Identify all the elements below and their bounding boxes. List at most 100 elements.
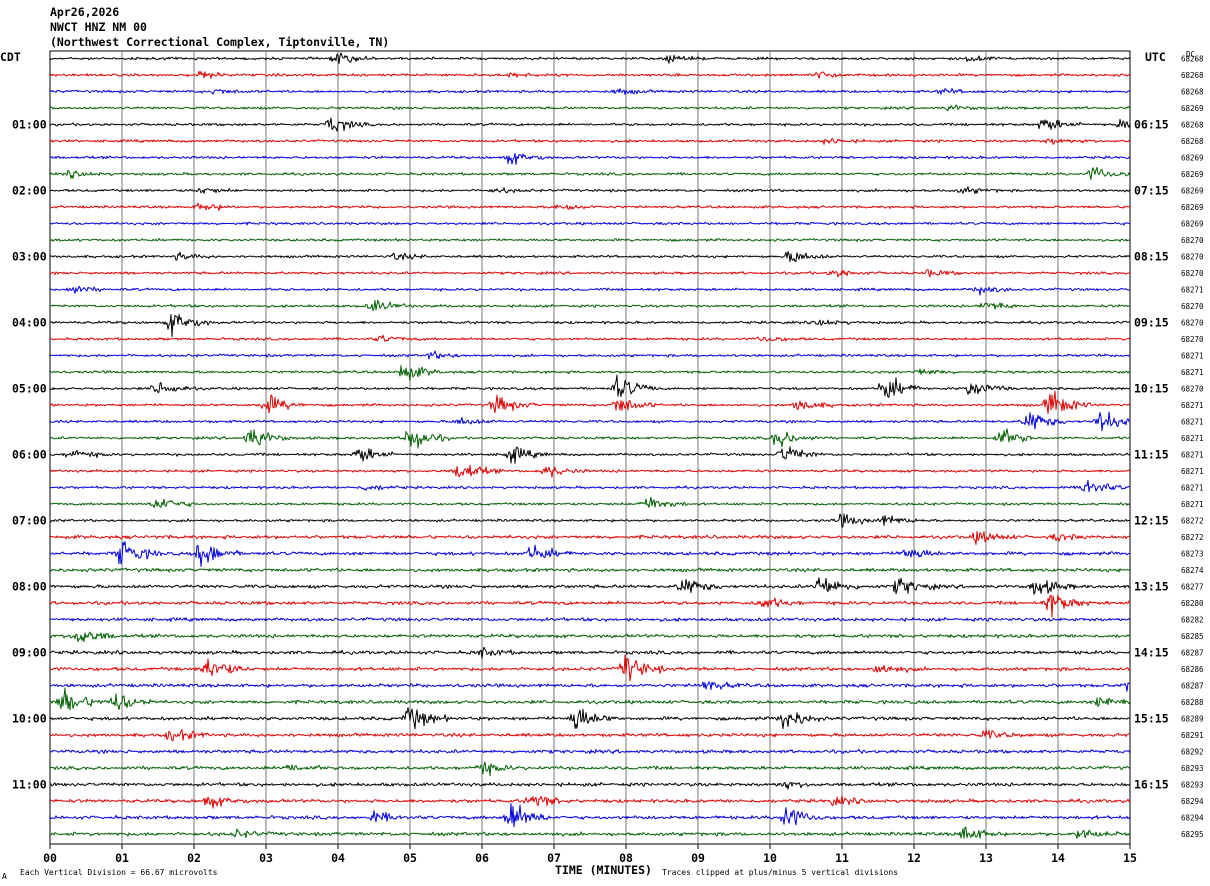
x-tick-label: 11 bbox=[835, 851, 849, 865]
trace-line bbox=[49, 221, 1131, 226]
trace-line bbox=[49, 285, 1130, 296]
chart-location: (Northwest Correctional Complex, Tiptonv… bbox=[50, 35, 389, 49]
trace-line bbox=[49, 167, 1131, 180]
trace-line bbox=[49, 728, 1131, 742]
trace-line bbox=[49, 446, 1131, 464]
dc-offset-label: 68270 bbox=[1181, 236, 1204, 245]
dc-offset-label: 68280 bbox=[1181, 599, 1204, 608]
x-tick-label: 10 bbox=[763, 851, 777, 865]
dc-offset-label: 68286 bbox=[1181, 665, 1204, 674]
trace-line bbox=[49, 795, 1131, 809]
x-tick-label: 13 bbox=[979, 851, 993, 865]
clip-note: Traces clipped at plus/minus 5 vertical … bbox=[662, 868, 898, 877]
trace-line bbox=[49, 428, 1131, 449]
trace-line bbox=[49, 374, 1131, 398]
x-tick-label: 03 bbox=[259, 851, 273, 865]
trace-line bbox=[49, 479, 1131, 493]
trace-line bbox=[49, 567, 1131, 573]
dc-offset-labels: 68268 68268 68268 68269 68268 68268 68269 68269… bbox=[1181, 55, 1204, 840]
left-hour-label: 02:00 bbox=[12, 184, 47, 198]
trace-line bbox=[49, 594, 1131, 618]
dc-offset-label: 68269 bbox=[1181, 104, 1204, 113]
dc-offset-label: 68270 bbox=[1181, 269, 1204, 278]
division-note: Each Vertical Division = 66.67 microvolt… bbox=[20, 868, 218, 877]
trace-line bbox=[49, 530, 1131, 546]
dc-offset-label: 68287 bbox=[1181, 682, 1204, 691]
trace-line bbox=[49, 237, 1131, 242]
left-hour-label: 11:00 bbox=[12, 778, 47, 792]
x-tick-label: 05 bbox=[403, 851, 417, 865]
dc-offset-label: 68268 bbox=[1181, 88, 1204, 97]
right-hour-label: 16:15 bbox=[1134, 778, 1169, 792]
trace-line bbox=[49, 299, 1131, 312]
dc-offset-label: 68271 bbox=[1181, 286, 1204, 295]
x-tick-label: 07 bbox=[547, 851, 561, 865]
dc-offset-label: 68271 bbox=[1181, 434, 1204, 443]
left-hour-label: 03:00 bbox=[12, 250, 47, 264]
chart-station: NWCT HNZ NM 00 bbox=[50, 20, 147, 34]
dc-offset-label: 68271 bbox=[1181, 484, 1204, 493]
dc-offset-label: 68271 bbox=[1181, 352, 1204, 361]
trace-line bbox=[49, 186, 1131, 195]
x-axis-ticks: 00 01 02 03 04 05 06 07 08 09 10 11 12 13 14 15 bbox=[43, 844, 1137, 865]
left-hour-label: 07:00 bbox=[12, 514, 47, 528]
trace-line bbox=[49, 654, 1131, 682]
trace-line bbox=[49, 496, 1131, 509]
plot-border bbox=[49, 50, 1131, 845]
dc-offset-label: 68268 bbox=[1181, 71, 1204, 80]
trace-line bbox=[49, 616, 1131, 623]
dc-offset-label: 68269 bbox=[1181, 170, 1204, 179]
seismogram-traces bbox=[49, 52, 1131, 839]
trace-line bbox=[49, 88, 1131, 95]
left-hour-label: 08:00 bbox=[12, 580, 47, 594]
x-tick-label: 08 bbox=[619, 851, 633, 865]
dc-offset-label: 68270 bbox=[1181, 335, 1204, 344]
left-hour-label: 01:00 bbox=[12, 118, 47, 132]
dc-offset-label: 68271 bbox=[1181, 418, 1204, 427]
dc-offset-label: 68295 bbox=[1181, 830, 1204, 839]
trace-line bbox=[49, 251, 1131, 263]
trace-line bbox=[49, 631, 1131, 643]
trace-line bbox=[49, 781, 1131, 790]
dc-offset-label: 68294 bbox=[1181, 814, 1204, 823]
dc-offset-label: 68270 bbox=[1181, 253, 1204, 262]
trace-line bbox=[49, 350, 1131, 360]
dc-offset-label: 68277 bbox=[1181, 583, 1204, 592]
trace-line bbox=[49, 707, 1131, 730]
chart-date: Apr26,2026 bbox=[50, 5, 119, 19]
dc-offset-label: 68292 bbox=[1181, 748, 1204, 757]
trace-line bbox=[49, 803, 1131, 828]
trace-line bbox=[49, 152, 1131, 165]
trace-line bbox=[50, 826, 1131, 839]
x-tick-label: 09 bbox=[691, 851, 705, 865]
right-hour-label: 08:15 bbox=[1134, 250, 1169, 264]
trace-line bbox=[49, 70, 1131, 79]
right-hour-label: 07:15 bbox=[1134, 184, 1169, 198]
left-hour-label: 05:00 bbox=[12, 382, 47, 396]
dc-offset-label: 68293 bbox=[1181, 781, 1204, 790]
x-tick-label: 02 bbox=[187, 851, 201, 865]
dc-offset-label: 68269 bbox=[1181, 154, 1204, 163]
x-tick-label: 04 bbox=[331, 851, 345, 865]
dc-offset-label: 68274 bbox=[1181, 566, 1204, 575]
plot-grid bbox=[49, 50, 1131, 845]
dc-offset-label: 68270 bbox=[1181, 319, 1204, 328]
corner-mark: A bbox=[2, 872, 7, 881]
trace-line bbox=[49, 52, 1131, 64]
right-hour-labels: 06:15 07:15 08:15 09:15 10:15 11:15 12:15 13:15… bbox=[1134, 118, 1169, 792]
dc-offset-label: 68288 bbox=[1181, 698, 1204, 707]
dc-offset-label: 68268 bbox=[1181, 121, 1204, 130]
trace-line bbox=[49, 513, 1130, 528]
right-hour-label: 11:15 bbox=[1134, 448, 1169, 462]
dc-offset-label: 68269 bbox=[1181, 220, 1204, 229]
trace-line bbox=[49, 541, 1131, 567]
trace-line bbox=[49, 687, 1131, 711]
dc-offset-label: 68268 bbox=[1181, 137, 1204, 146]
trace-line bbox=[49, 334, 1131, 342]
dc-offset-label: 68291 bbox=[1181, 731, 1204, 740]
dc-offset-label: 68293 bbox=[1181, 764, 1204, 773]
dc-offset-label: 68271 bbox=[1181, 500, 1204, 509]
left-hour-labels: 01:00 02:00 03:00 04:00 05:00 06:00 07:00 08:00… bbox=[12, 118, 47, 792]
dc-offset-label: 68271 bbox=[1181, 368, 1204, 377]
x-tick-label: 15 bbox=[1123, 851, 1137, 865]
